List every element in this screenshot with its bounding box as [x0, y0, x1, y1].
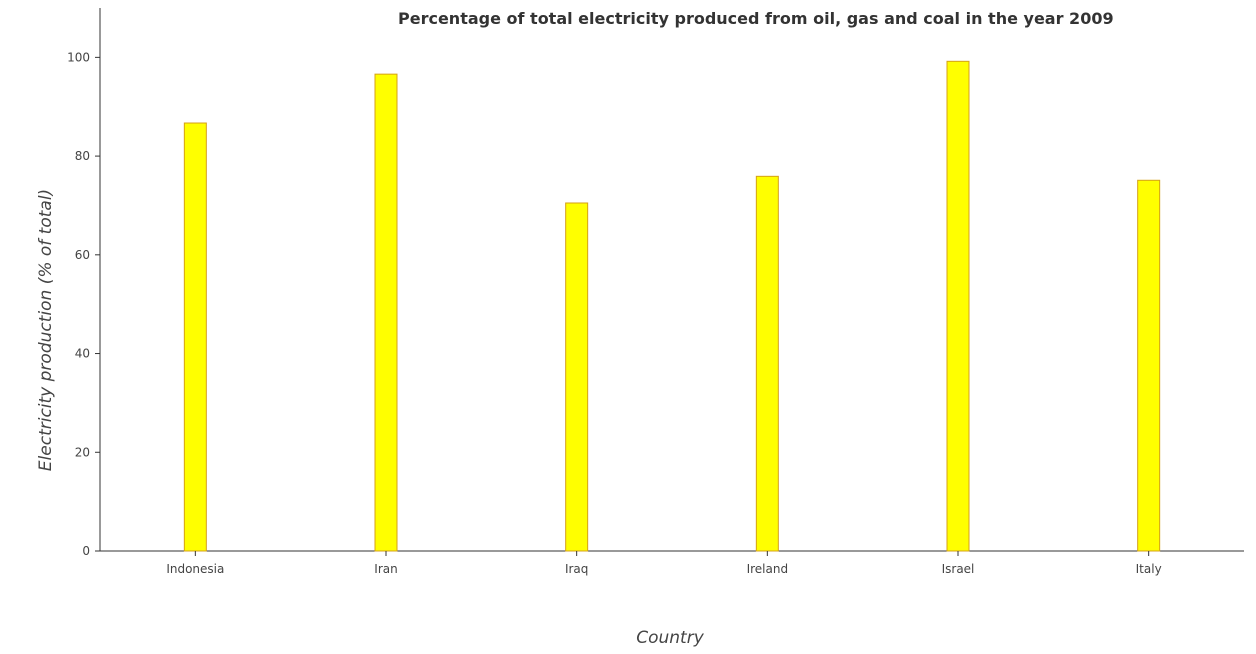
y-tick-label: 40 [75, 347, 90, 361]
y-tick-label: 100 [67, 50, 90, 64]
bar-ireland [755, 175, 779, 552]
y-tick-label: 0 [82, 544, 90, 558]
x-tick-label: Indonesia [166, 562, 224, 576]
x-tick-label: Italy [1136, 562, 1162, 576]
bar-iran [374, 73, 398, 552]
bar-italy [1137, 179, 1161, 552]
x-tick-label: Iran [374, 562, 397, 576]
chart-title: Percentage of total electricity produced… [398, 9, 1114, 28]
x-tick-label: Israel [942, 562, 975, 576]
x-tick-label: Ireland [747, 562, 789, 576]
y-tick-label: 20 [75, 445, 90, 459]
y-tick-label: 60 [75, 248, 90, 262]
x-tick-label: Iraq [565, 562, 588, 576]
plot-area: 0 20 40 60 80 100 Indonesia Iran Iraq Ireland Isra… [67, 8, 1244, 576]
y-tick-label: 80 [75, 149, 90, 163]
x-axis-title: Country [636, 628, 704, 648]
bar-iraq [565, 202, 589, 552]
bar-indonesia [183, 122, 207, 552]
bar-israel [946, 60, 970, 552]
y-axis-title: Electricity production (% of total) [36, 189, 56, 471]
